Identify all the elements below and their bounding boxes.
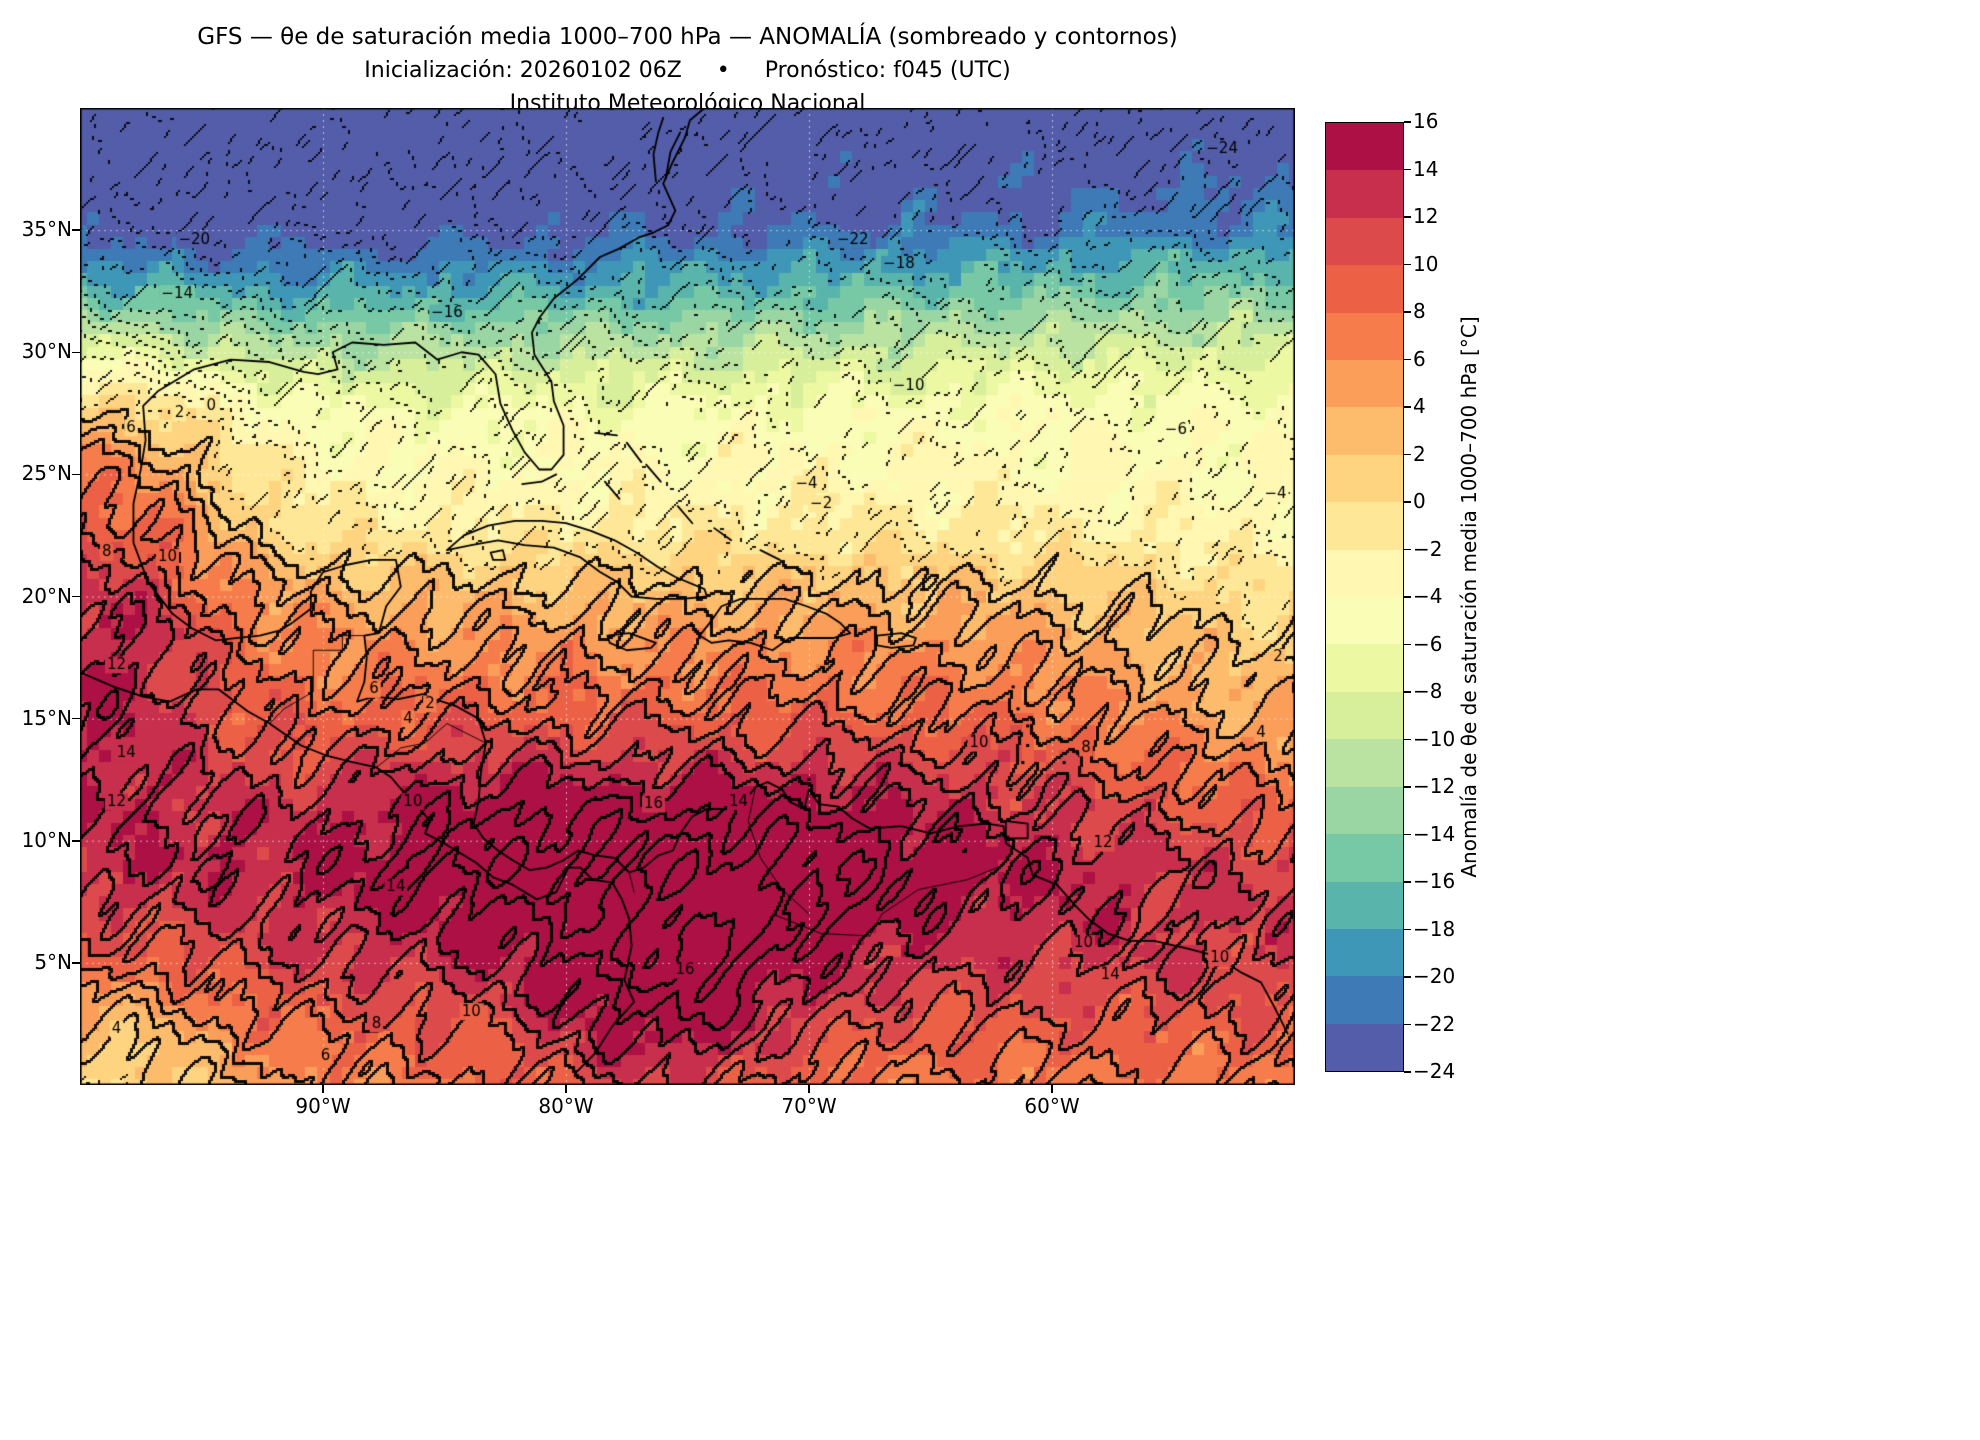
chart-institution: Instituto Meteorológico Nacional — [509, 91, 866, 116]
colorbar-tick — [1404, 358, 1411, 361]
colorbar-tick — [1404, 311, 1411, 313]
colorbar-cell — [1326, 786, 1403, 835]
colorbar-tick-label: −18 — [1413, 916, 1456, 941]
colorbar-cell — [1326, 834, 1403, 882]
x-axis-tick — [808, 1085, 810, 1093]
colorbar-tick-label: −6 — [1413, 631, 1443, 656]
y-axis-tick-label: 25°N — [21, 461, 72, 486]
colorbar-cell — [1326, 123, 1403, 171]
colorbar-cell — [1326, 976, 1403, 1024]
colorbar-tick — [1404, 121, 1411, 123]
colorbar-tick-label: 12 — [1413, 204, 1439, 228]
y-axis-tick-label: 5°N — [34, 949, 72, 974]
colorbar-tick — [1404, 501, 1411, 503]
colorbar-tick — [1404, 976, 1411, 978]
y-axis-tick — [72, 962, 80, 964]
colorbar-tick — [1404, 881, 1411, 883]
y-axis-tick — [72, 595, 80, 598]
x-axis-tick — [1051, 1085, 1053, 1093]
y-axis-tick-label: 35°N — [21, 217, 72, 242]
colorbar-tick-label: 4 — [1413, 394, 1426, 418]
colorbar-cell — [1326, 549, 1403, 598]
colorbar-tick-label: −12 — [1413, 774, 1456, 798]
x-axis-tick-label: 90°W — [295, 1094, 351, 1118]
colorbar-tick — [1404, 263, 1411, 266]
colorbar-tick — [1404, 453, 1411, 456]
colorbar-cell — [1326, 502, 1403, 550]
colorbar-tick-label: −2 — [1413, 536, 1443, 561]
colorbar-cell — [1326, 312, 1403, 361]
colorbar — [1325, 122, 1404, 1072]
y-axis-tick-label: 20°N — [21, 583, 72, 608]
colorbar-cell — [1326, 739, 1403, 787]
colorbar-tick — [1404, 168, 1411, 171]
y-axis-tick — [72, 840, 80, 842]
colorbar-cell — [1326, 265, 1403, 313]
x-axis-tick-label: 70°W — [781, 1094, 837, 1118]
colorbar-tick — [1404, 691, 1411, 693]
colorbar-tick-label: −10 — [1413, 726, 1456, 751]
map-panel — [80, 108, 1295, 1085]
colorbar-tick — [1404, 1071, 1411, 1073]
colorbar-tick-label: −4 — [1413, 584, 1443, 608]
colorbar-cell — [1326, 1023, 1403, 1072]
y-axis-tick-label: 10°N — [21, 827, 72, 852]
y-axis-tick — [72, 717, 80, 720]
title-block: GFS — θe de saturación media 1000–700 hP… — [80, 24, 1295, 116]
colorbar-cell — [1326, 644, 1403, 692]
colorbar-tick — [1404, 786, 1411, 788]
colorbar-cell — [1326, 691, 1403, 740]
chart-title: GFS — θe de saturación media 1000–700 hP… — [197, 24, 1178, 50]
colorbar-cell — [1326, 217, 1403, 266]
colorbar-cell — [1326, 928, 1403, 977]
colorbar-tick-label: 2 — [1413, 441, 1426, 466]
colorbar-tick-label: −20 — [1413, 964, 1456, 988]
colorbar-cell — [1326, 360, 1403, 408]
colorbar-tick — [1404, 1023, 1411, 1026]
colorbar-tick — [1404, 833, 1411, 836]
colorbar-cell — [1326, 454, 1403, 503]
colorbar-tick — [1404, 548, 1411, 551]
colorbar-cell — [1326, 881, 1403, 929]
x-axis-tick-label: 80°W — [538, 1094, 594, 1118]
colorbar-label: Anomalía de θe de saturación media 1000–… — [1457, 316, 1481, 878]
chart-subtitle: Inicialización: 20260102 06Z • Pronóstic… — [364, 58, 1011, 83]
colorbar-tick-label: −24 — [1413, 1059, 1456, 1083]
colorbar-tick-label: 10 — [1413, 251, 1439, 276]
colorbar-tick — [1404, 738, 1411, 741]
colorbar-tick-label: −22 — [1413, 1011, 1456, 1036]
colorbar-tick-label: 14 — [1413, 156, 1439, 181]
colorbar-cell — [1326, 597, 1403, 645]
y-axis-tick — [72, 229, 80, 231]
y-axis-tick — [72, 473, 80, 476]
colorbar-cell — [1326, 170, 1403, 218]
x-axis-tick — [565, 1085, 567, 1093]
y-axis-tick — [72, 351, 80, 353]
colorbar-tick — [1404, 216, 1411, 218]
x-axis-tick-label: 60°W — [1024, 1094, 1080, 1118]
colorbar-tick — [1404, 643, 1411, 646]
colorbar-cell — [1326, 407, 1403, 455]
colorbar-tick-label: 0 — [1413, 489, 1426, 513]
colorbar-tick-label: −8 — [1413, 679, 1443, 703]
colorbar-tick — [1404, 928, 1411, 931]
colorbar-tick-label: −16 — [1413, 869, 1456, 893]
colorbar-tick — [1404, 406, 1411, 408]
y-axis-tick-label: 30°N — [21, 339, 72, 364]
x-axis-tick — [322, 1085, 324, 1093]
colorbar-tick-label: 16 — [1413, 109, 1439, 133]
map-canvas — [80, 108, 1295, 1085]
colorbar-tick-label: −14 — [1413, 821, 1456, 846]
colorbar-tick — [1404, 596, 1411, 598]
colorbar-tick-label: 8 — [1413, 299, 1426, 323]
colorbar-tick-label: 6 — [1413, 346, 1426, 371]
y-axis-tick-label: 15°N — [21, 705, 72, 730]
